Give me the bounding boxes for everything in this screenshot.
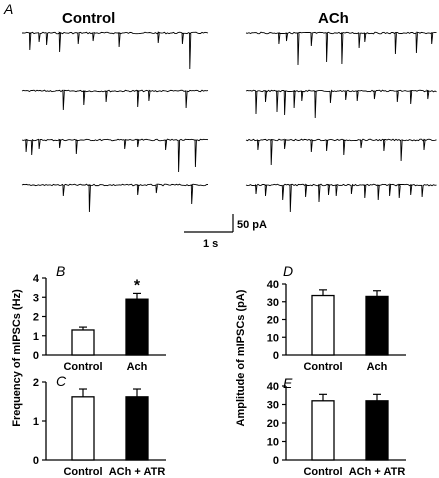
category-label-d-2: Ach <box>367 361 388 373</box>
bar-d-2 <box>365 295 389 356</box>
trace-control-2 <box>21 89 209 111</box>
panel-letter-b: B <box>56 263 65 279</box>
bar-c-2 <box>125 396 149 461</box>
y-tick-label-b-2: 2 <box>33 312 39 324</box>
panel-d: D 0 10 20 30 40 Control Ach <box>267 263 406 373</box>
bar-d-1 <box>311 294 335 356</box>
category-label-b-2: Ach <box>127 361 148 373</box>
y-tick-label-c-0: 0 <box>33 455 39 467</box>
trace-ach-1 <box>245 31 437 66</box>
left-axis-label: Frequency of mIPSCs (Hz) <box>11 289 23 427</box>
bar-c-1 <box>71 396 95 461</box>
panel-letter-a: A <box>3 1 13 17</box>
category-label-b-1: Control <box>63 361 102 373</box>
y-tick-label-e-20: 20 <box>267 418 279 430</box>
y-tick-label-b-1: 1 <box>33 331 39 343</box>
trace-ach-2 <box>245 89 437 119</box>
y-tick-label-e-40: 40 <box>267 381 279 393</box>
category-label-e-1: Control <box>303 466 342 478</box>
panel-c: C 0 1 2 Control ACh + ATR <box>33 373 166 478</box>
y-tick-label-d-10: 10 <box>267 332 279 344</box>
y-tick-label-d-30: 30 <box>267 297 279 309</box>
bar-e-2 <box>365 400 389 461</box>
y-tick-label-d-40: 40 <box>267 279 279 291</box>
right-axis-label: Amplitude of mIPSCs (pA) <box>235 289 247 426</box>
y-tick-label-d-0: 0 <box>273 350 279 362</box>
y-tick-label-c-2: 2 <box>33 377 39 389</box>
bar-b-2 <box>125 298 149 356</box>
category-label-c-1: Control <box>63 466 102 478</box>
scale-bar-amplitude-label: 50 pA <box>237 219 267 231</box>
panel-e: E 0 10 20 30 40 Control ACh + ATR <box>267 375 406 478</box>
panel-b: B 0 1 2 3 4 Control * Ach <box>33 263 166 373</box>
trace-control-1 <box>22 31 209 70</box>
y-tick-label-d-20: 20 <box>267 315 279 327</box>
y-tick-label-b-3: 3 <box>33 292 39 304</box>
trace-control-4 <box>21 183 209 213</box>
y-tick-label-b-0: 0 <box>33 350 39 362</box>
trace-ach-3 <box>245 138 437 166</box>
category-label-d-1: Control <box>303 361 342 373</box>
trace-ach-4 <box>245 183 437 213</box>
ach-title: ACh <box>318 10 349 27</box>
y-tick-label-c-1: 1 <box>33 416 39 428</box>
bar-b-1 <box>71 329 95 356</box>
trace-control-3 <box>21 138 209 173</box>
panel-letter-c: C <box>56 373 67 389</box>
scale-bar: 50 pA 1 s <box>184 214 267 250</box>
significance-b-2: * <box>134 277 141 294</box>
scale-bar-time-label: 1 s <box>203 238 218 250</box>
category-label-e-2: ACh + ATR <box>349 466 406 478</box>
control-title: Control <box>62 10 115 27</box>
traces-group <box>21 31 437 213</box>
y-tick-label-e-10: 10 <box>267 437 279 449</box>
panel-letter-d: D <box>283 263 293 279</box>
panel-letter-e: E <box>283 375 293 391</box>
y-tick-label-b-4: 4 <box>33 273 40 285</box>
y-tick-label-e-0: 0 <box>273 455 279 467</box>
bar-e-1 <box>311 400 335 461</box>
panel-a: A Control ACh 50 pA 1 s <box>3 1 437 250</box>
category-label-c-2: ACh + ATR <box>109 466 166 478</box>
y-tick-label-e-30: 30 <box>267 400 279 412</box>
